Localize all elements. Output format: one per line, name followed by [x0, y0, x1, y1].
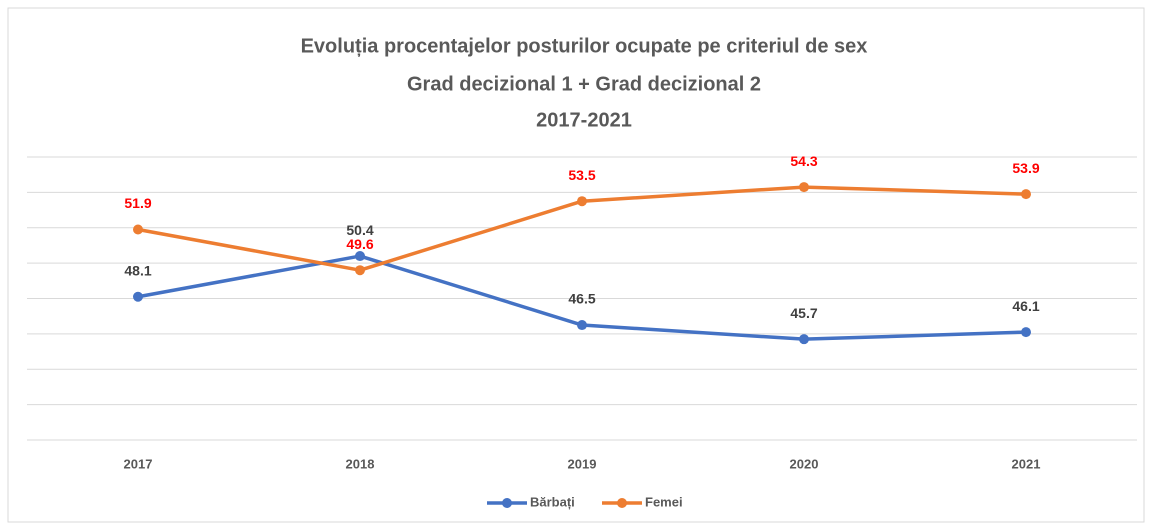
point: [355, 265, 365, 276]
point: [133, 291, 143, 302]
x-tick-label: 2020: [790, 456, 819, 471]
chart-border: [7, 7, 1145, 523]
point: [799, 182, 809, 193]
legend-label: Bărbați: [530, 494, 575, 509]
data-label: 53.9: [1012, 160, 1039, 176]
data-label: 53.5: [568, 167, 595, 183]
point: [577, 196, 587, 207]
data-label: 50.4: [346, 222, 373, 238]
point: [133, 224, 143, 235]
data-label: 46.1: [1012, 298, 1039, 314]
point: [577, 320, 587, 331]
data-label: 51.9: [124, 195, 151, 211]
point: [355, 251, 365, 262]
data-label: 48.1: [124, 262, 151, 278]
data-label: 54.3: [790, 153, 817, 169]
legend-marker: [502, 498, 512, 508]
data-label: 49.6: [346, 236, 373, 252]
x-tick-label: 2021: [1012, 456, 1041, 471]
data-label: 45.7: [790, 305, 817, 321]
chart-title: Grad decizional 1 + Grad decizional 2: [407, 73, 761, 95]
chart-title: 2017-2021: [536, 109, 632, 131]
legend-label: Femei: [645, 494, 683, 509]
point: [1021, 189, 1031, 200]
x-tick-label: 2017: [124, 456, 153, 471]
legend-marker: [617, 498, 627, 508]
point: [1021, 327, 1031, 338]
x-tick-label: 2019: [568, 456, 597, 471]
point: [799, 334, 809, 345]
x-tick-label: 2018: [346, 456, 375, 471]
data-label: 46.5: [568, 291, 595, 307]
chart-title: Evoluția procentajelor posturilor ocupat…: [301, 35, 868, 57]
